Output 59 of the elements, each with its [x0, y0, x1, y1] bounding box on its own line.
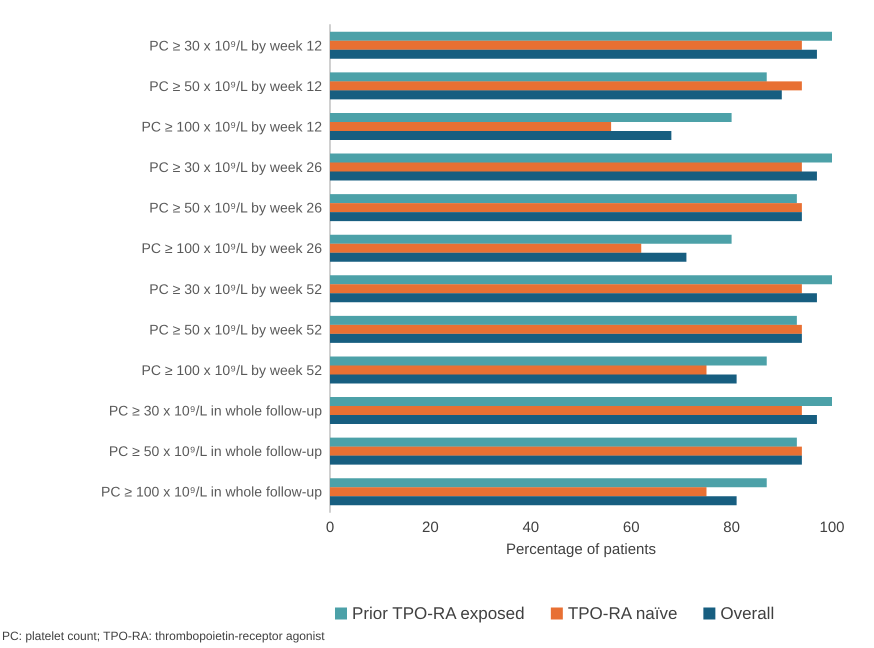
bar — [330, 324, 802, 334]
bar — [330, 334, 802, 343]
bar — [330, 415, 817, 424]
bar — [330, 172, 817, 181]
bar — [330, 90, 782, 100]
x-tick-label: 0 — [326, 519, 334, 536]
legend-label: TPO-RA naïve — [568, 604, 678, 623]
y-tick-label: PC ≥ 30 x 10⁹/L in whole follow-up — [108, 402, 322, 419]
bar — [330, 50, 817, 59]
bar — [330, 293, 817, 302]
bar — [330, 32, 832, 41]
y-tick-label: PC ≥ 100 x 10⁹/L in whole follow-up — [101, 484, 322, 500]
x-tick-label: 40 — [522, 519, 540, 536]
bar — [330, 456, 802, 465]
bar — [330, 365, 706, 374]
text: PC: platelet count; TPO-RA: thrombopoietin-receptor agonist — [2, 629, 326, 643]
bar — [330, 194, 797, 204]
bar — [330, 275, 832, 284]
bar — [330, 496, 737, 506]
bar — [330, 162, 802, 172]
legend-label: Overall — [720, 604, 774, 623]
bar — [330, 487, 706, 496]
y-tick-label: PC ≥ 50 x 10⁹/L in whole follow-up — [108, 443, 322, 460]
bar — [330, 122, 612, 131]
bar — [330, 478, 767, 488]
y-tick-label: PC ≥ 50 x 10⁹/L by week 12 — [149, 78, 322, 94]
legend-label: Prior TPO-RA exposed — [352, 604, 525, 623]
y-tick-label: PC ≥ 50 x 10⁹/L by week 52 — [149, 321, 322, 338]
bar — [330, 252, 686, 262]
bar — [330, 40, 802, 50]
bar — [330, 130, 672, 140]
bar — [330, 356, 767, 366]
bar — [330, 154, 832, 163]
bar — [330, 244, 642, 253]
y-tick-label: PC ≥ 30 x 10⁹/L by week 12 — [149, 37, 322, 54]
bar — [330, 212, 802, 222]
bar — [330, 374, 737, 384]
bar — [330, 316, 797, 325]
x-axis-title: Percentage of patients — [506, 541, 656, 558]
x-tick-label: 100 — [819, 519, 845, 536]
bar — [330, 284, 802, 294]
x-tick-label: 20 — [422, 519, 439, 536]
x-tick-label: 60 — [622, 519, 640, 536]
bar — [330, 72, 767, 82]
bar — [330, 406, 802, 416]
y-tick-label: PC ≥ 100 x 10⁹/L by week 52 — [142, 362, 322, 378]
y-tick-label: PC ≥ 100 x 10⁹/L by week 26 — [142, 240, 322, 256]
bar — [330, 112, 732, 122]
y-tick-label: PC ≥ 30 x 10⁹/L by week 52 — [149, 280, 322, 297]
bar — [330, 397, 832, 406]
y-tick-label: PC ≥ 50 x 10⁹/L by week 26 — [149, 200, 322, 216]
bar — [330, 81, 802, 90]
bar — [330, 446, 802, 456]
y-tick-label: PC ≥ 100 x 10⁹/L by week 12 — [142, 118, 322, 134]
y-tick-label: PC ≥ 30 x 10⁹/L by week 26 — [149, 159, 322, 176]
bar — [330, 203, 802, 212]
x-tick-label: 80 — [723, 519, 740, 536]
bar — [330, 234, 732, 244]
bar — [330, 438, 797, 447]
